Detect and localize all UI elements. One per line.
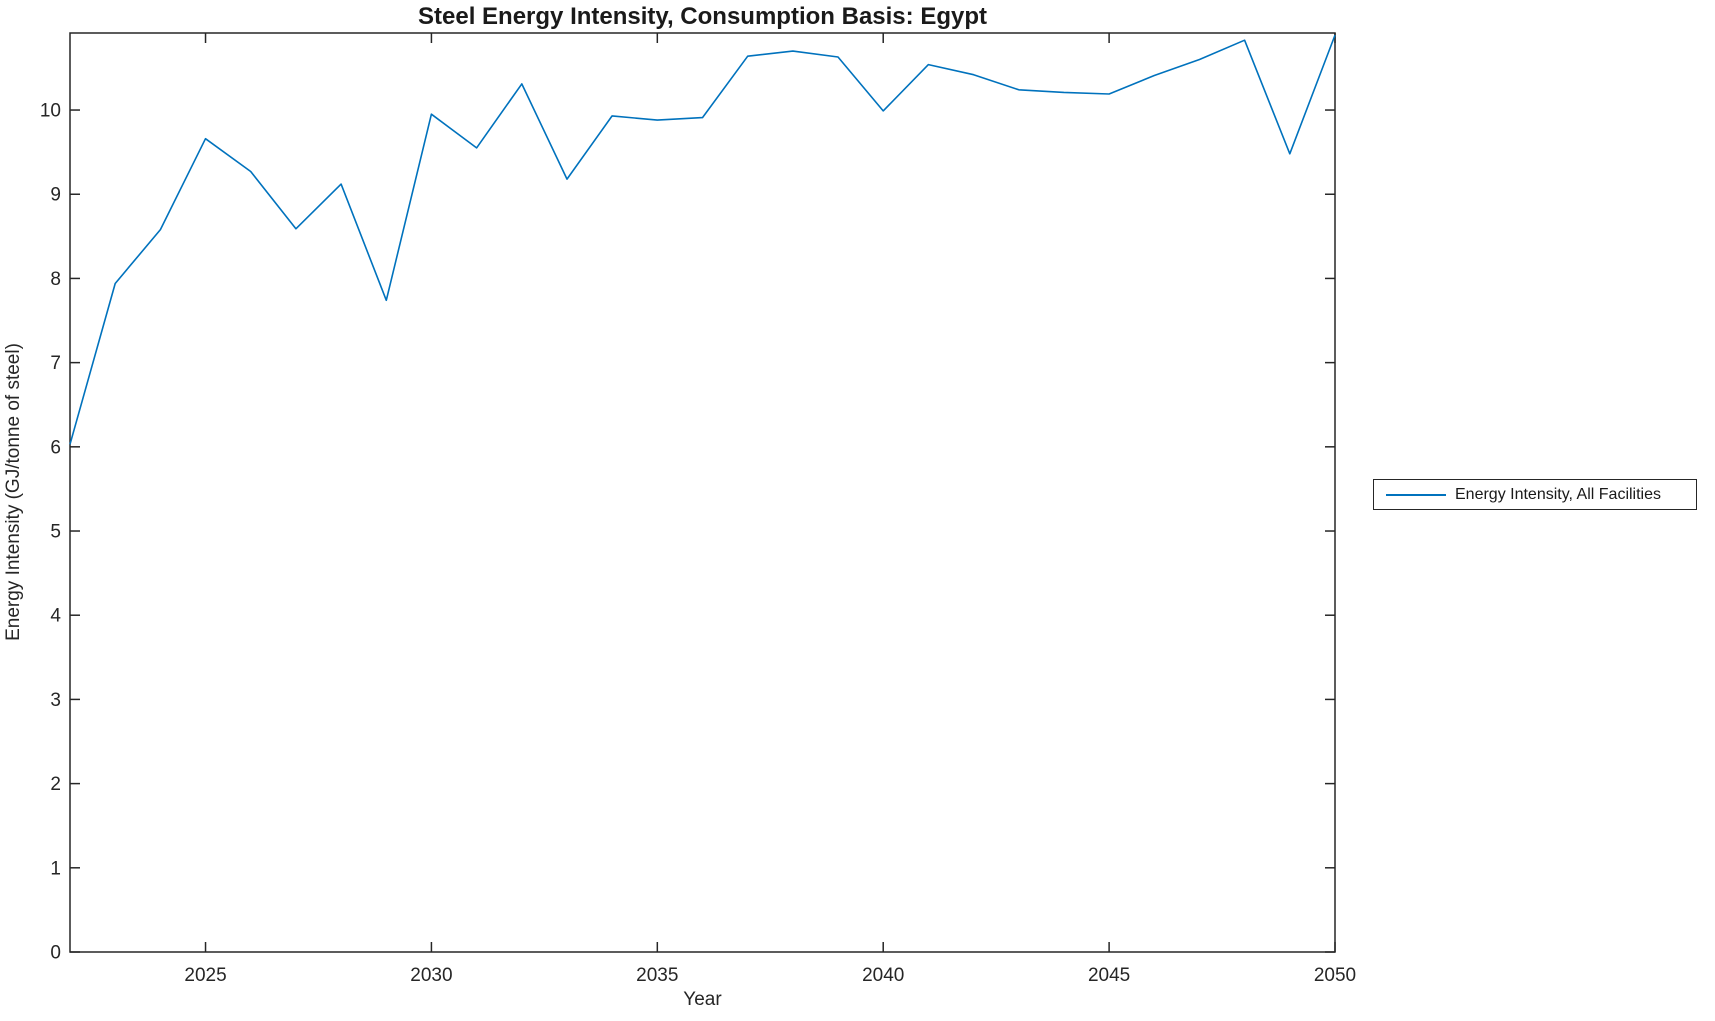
y-tick-label: 5 xyxy=(50,522,61,543)
y-tick-label: 1 xyxy=(50,858,61,879)
y-tick-label: 10 xyxy=(40,101,61,122)
y-tick-label: 6 xyxy=(50,437,61,458)
x-axis-label: Year xyxy=(683,989,722,1010)
legend: Energy Intensity, All Facilities xyxy=(1373,479,1697,510)
x-tick-label: 2040 xyxy=(862,965,904,986)
x-tick-label: 2030 xyxy=(410,965,452,986)
x-tick-label: 2045 xyxy=(1088,965,1130,986)
y-tick-label: 0 xyxy=(50,943,61,964)
y-tick-label: 8 xyxy=(50,269,61,290)
series-line-energy-intensity-all-facilities xyxy=(69,34,1336,445)
y-tick-label: 2 xyxy=(50,774,61,795)
legend-label: Energy Intensity, All Facilities xyxy=(1455,485,1662,503)
x-tick-label: 2050 xyxy=(1314,965,1356,986)
chart-title: Steel Energy Intensity, Consumption Basi… xyxy=(418,3,987,30)
y-tick-label: 4 xyxy=(50,606,61,627)
legend-line-sample-icon xyxy=(1386,493,1446,496)
x-tick-label: 2035 xyxy=(636,965,678,986)
axes-box xyxy=(69,32,1336,953)
y-tick-label: 9 xyxy=(50,185,61,206)
x-tick-label: 2025 xyxy=(184,965,226,986)
y-tick-label: 3 xyxy=(50,690,61,711)
y-tick-label: 7 xyxy=(50,353,61,374)
